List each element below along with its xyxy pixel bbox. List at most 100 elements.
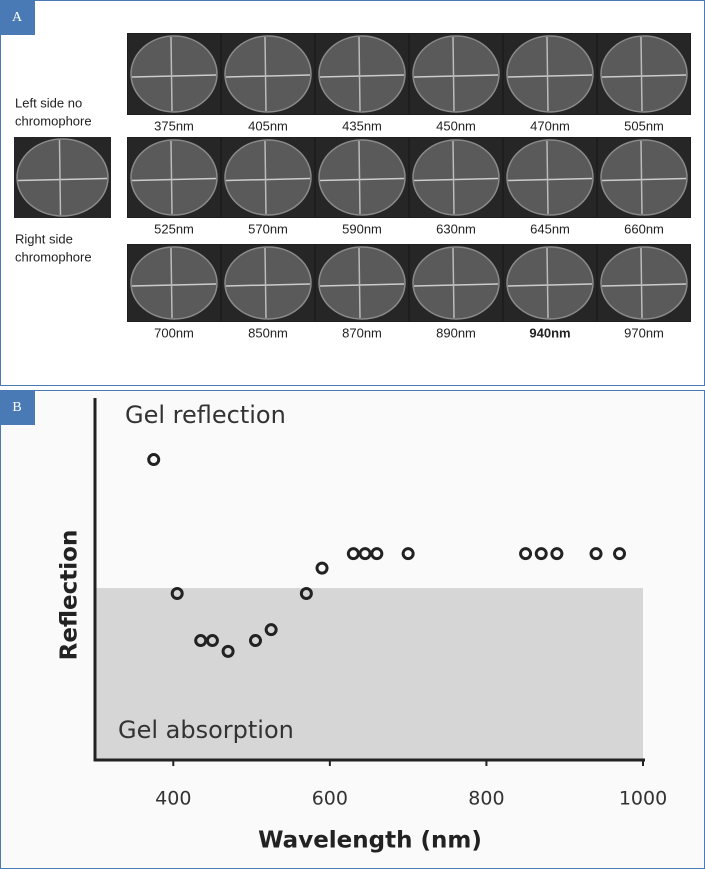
data-point <box>264 623 278 637</box>
gel-cross <box>452 140 455 215</box>
y-axis-label: Reflection <box>57 530 83 661</box>
right-label: chromophore <box>15 249 92 264</box>
gel-cross <box>413 283 499 287</box>
gel-cross <box>507 283 593 287</box>
wavelength-label: 870nm <box>342 325 382 340</box>
data-point <box>170 586 184 600</box>
image-grid: 375nm 405nm 435nm 450nm 470nm 505nm 525nm 570nm… <box>14 33 691 340</box>
gel-disc <box>16 138 109 217</box>
wavelength-label: 660nm <box>624 221 664 236</box>
left-label: chromophore <box>15 113 92 128</box>
image-strip <box>127 137 691 218</box>
wavelength-label: 590nm <box>342 221 382 236</box>
gel-disc <box>130 139 218 216</box>
gel-cross <box>358 36 361 112</box>
data-point <box>370 547 384 561</box>
gel-cross <box>546 36 549 112</box>
gel-cross <box>319 177 405 182</box>
gel-cross <box>452 36 455 112</box>
wavelength-label: 645nm <box>530 221 570 236</box>
absorption-region <box>95 588 643 760</box>
gel-cross <box>413 177 499 182</box>
gel-cross <box>264 36 267 112</box>
wavelength-label: 570nm <box>248 221 288 236</box>
data-point <box>550 547 564 561</box>
data-point <box>613 547 627 561</box>
panel-b-badge <box>0 390 35 425</box>
wavelength-label: 505nm <box>624 118 664 133</box>
wavelength-label: 405nm <box>248 118 288 133</box>
data-point <box>401 547 415 561</box>
gel-disc <box>412 139 500 216</box>
gel-disc <box>130 246 218 320</box>
annotation: Gel absorption <box>118 716 294 744</box>
gel-disc <box>506 139 594 216</box>
gel-disc <box>412 35 500 113</box>
gel-cross <box>170 140 173 215</box>
wavelength-label: 470nm <box>530 118 570 133</box>
gel-cross <box>225 177 311 182</box>
gel-disc <box>600 139 688 216</box>
wavelength-label: 850nm <box>248 325 288 340</box>
data-point <box>205 634 219 648</box>
image-strip <box>127 244 691 322</box>
gel-cross <box>131 283 217 287</box>
left-label: Left side no <box>15 95 82 110</box>
data-point <box>315 561 329 575</box>
gel-cross <box>413 74 499 78</box>
wavelength-label: 940nm <box>529 325 570 340</box>
gel-disc <box>412 246 500 320</box>
gel-disc <box>224 35 312 113</box>
gel-cross <box>601 74 687 78</box>
gel-disc <box>600 246 688 320</box>
gel-cross <box>225 74 311 78</box>
gel-disc <box>224 139 312 216</box>
wavelength-label: 890nm <box>436 325 476 340</box>
gel-disc <box>600 35 688 113</box>
data-point <box>346 547 360 561</box>
x-tick-label: 1000 <box>619 788 667 810</box>
wavelength-label: 970nm <box>624 325 664 340</box>
gel-cross <box>358 247 361 319</box>
wavelength-label: 435nm <box>342 118 382 133</box>
data-point <box>534 547 548 561</box>
x-tick-label: 400 <box>155 788 191 810</box>
gel-disc <box>506 246 594 320</box>
gel-disc <box>506 35 594 113</box>
data-point <box>221 644 235 658</box>
data-point <box>519 547 533 561</box>
right-label: Right side <box>15 231 73 246</box>
gel-disc <box>130 35 218 113</box>
panel-a-badge <box>0 0 35 35</box>
x-axis-label: Wavelength (nm) <box>258 828 482 854</box>
gel-cross <box>601 283 687 287</box>
data-point <box>248 634 262 648</box>
gel-cross <box>358 140 361 215</box>
image-strip <box>127 33 691 115</box>
wavelength-label: 375nm <box>154 118 194 133</box>
data-point <box>147 453 161 467</box>
gel-disc <box>318 139 406 216</box>
gel-cross <box>170 247 173 319</box>
annotation: Gel reflection <box>125 401 286 429</box>
gel-cross <box>546 247 549 319</box>
gel-cross <box>264 140 267 215</box>
gel-cross <box>17 177 108 182</box>
gel-cross <box>319 283 405 287</box>
wavelength-label: 630nm <box>436 221 476 236</box>
wavelength-label: 450nm <box>436 118 476 133</box>
gel-cross <box>546 140 549 215</box>
gel-cross <box>507 74 593 78</box>
gel-cross <box>131 74 217 78</box>
panel-b-label: B <box>12 400 21 415</box>
wavelength-label: 700nm <box>154 325 194 340</box>
gel-disc <box>318 246 406 320</box>
data-point <box>358 547 372 561</box>
gel-disc <box>224 246 312 320</box>
gel-cross <box>640 247 643 319</box>
data-point <box>194 634 208 648</box>
panel-a-label: A <box>12 10 23 25</box>
gel-cross <box>170 36 173 112</box>
plot: Gel reflection Gel absorption 400 600 800 100… <box>57 398 667 854</box>
